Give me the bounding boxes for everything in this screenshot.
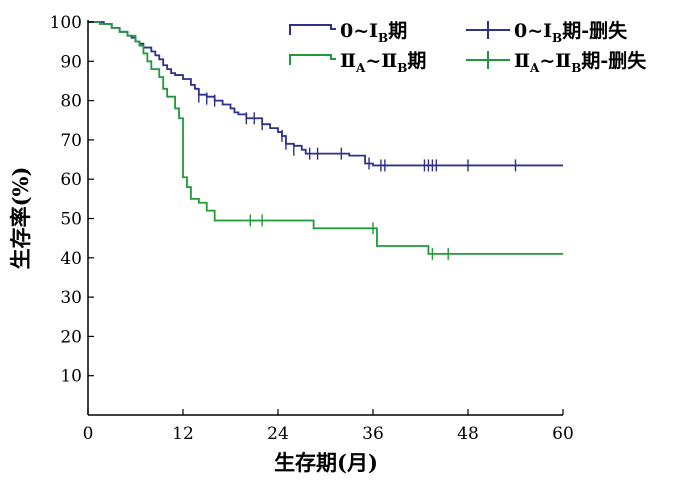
- legend-step-swatch: [289, 24, 336, 35]
- plot-area: [88, 21, 563, 260]
- y-tick-label: 100: [50, 13, 82, 33]
- y-tick-label: 80: [60, 92, 82, 112]
- x-tick-label: 12: [172, 424, 194, 444]
- series-2-line: [88, 21, 563, 255]
- x-axis-title: 生存期(月): [274, 450, 378, 475]
- legend-censored-item-2: ⅡA~ⅡB期-删失: [466, 49, 647, 75]
- legend: 0~ⅠB期 0~ⅠB期-删失 ⅡA~ⅡB期 ⅡA~ⅡB期-删失: [289, 19, 647, 75]
- axes: 0 12 24 36 48 60 10 20 30 40 50 60 70 80 90 100: [50, 13, 574, 444]
- series-1: [88, 21, 563, 172]
- legend-censored-item-1: 0~ⅠB期-删失: [466, 19, 628, 45]
- y-tick-label: 20: [60, 327, 82, 347]
- legend-label: 0~ⅠB期-删失: [514, 19, 628, 45]
- y-axis-title: 生存率(%): [8, 167, 33, 270]
- y-tick-label: 60: [60, 170, 82, 190]
- series-2: [88, 21, 563, 260]
- x-tick-label: 48: [457, 424, 479, 444]
- legend-item-2: ⅡA~ⅡB期: [289, 50, 426, 75]
- x-tick-label: 60: [552, 424, 574, 444]
- y-tick-label: 90: [60, 52, 82, 72]
- series-1-line: [88, 21, 563, 167]
- legend-label: 0~ⅠB期: [340, 20, 407, 45]
- y-tick-label: 70: [60, 131, 82, 151]
- x-tick-label: 36: [362, 424, 384, 444]
- x-tick-label: 0: [83, 424, 94, 444]
- y-tick-label: 10: [60, 367, 82, 387]
- legend-item-1: 0~ⅠB期: [289, 20, 407, 45]
- x-tick-label: 24: [267, 424, 289, 444]
- legend-label: ⅡA~ⅡB期-删失: [514, 49, 647, 75]
- legend-step-swatch: [289, 54, 336, 65]
- y-tick-label: 40: [60, 249, 82, 269]
- y-tick-label: 30: [60, 288, 82, 308]
- y-tick-label: 50: [60, 210, 82, 230]
- legend-label: ⅡA~ⅡB期: [340, 50, 426, 75]
